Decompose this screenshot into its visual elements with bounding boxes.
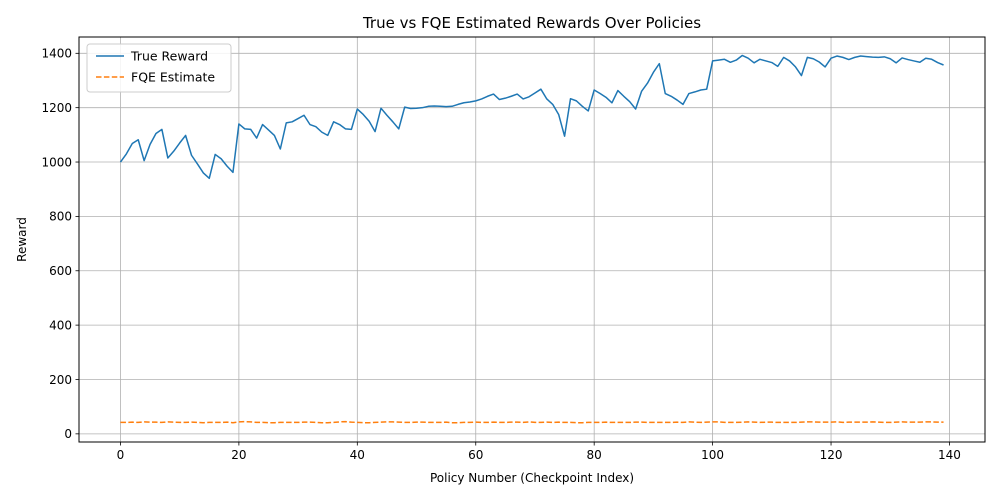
y-tick-label: 200 [49,373,72,387]
x-tick-label: 80 [587,448,602,462]
y-tick-label: 1200 [41,101,72,115]
axis-ticks: 0 20 40 60 80 100 120 1400200400600800100012001… [41,47,960,462]
y-tick-label: 1000 [41,155,72,169]
x-tick-label: 20 [231,448,246,462]
y-tick-label: 800 [49,210,72,224]
plot-area-frame [78,36,986,443]
series-layer [119,54,944,424]
x-axis-label: Policy Number (Checkpoint Index) [430,471,634,485]
y-tick-label: 600 [49,264,72,278]
legend: True Reward FQE Estimate [86,43,232,93]
gridlines [79,37,985,442]
legend-true-reward-label: True Reward [130,49,208,64]
y-tick-label: 0 [64,427,72,441]
x-tick-label: 140 [938,448,961,462]
y-tick-label: 1400 [41,47,72,61]
x-tick-label: 0 [117,448,125,462]
legend-fqe-estimate-label: FQE Estimate [131,70,215,85]
x-tick-label: 60 [468,448,483,462]
series-line-fqe-estimate [120,420,944,424]
series-line-true-reward [119,54,944,180]
x-tick-label: 120 [820,448,843,462]
x-tick-label: 40 [350,448,365,462]
x-tick-label: 100 [701,448,724,462]
chart-title: True vs FQE Estimated Rewards Over Polic… [362,14,701,32]
y-axis-label: Reward [15,217,29,262]
y-tick-label: 400 [49,318,72,332]
